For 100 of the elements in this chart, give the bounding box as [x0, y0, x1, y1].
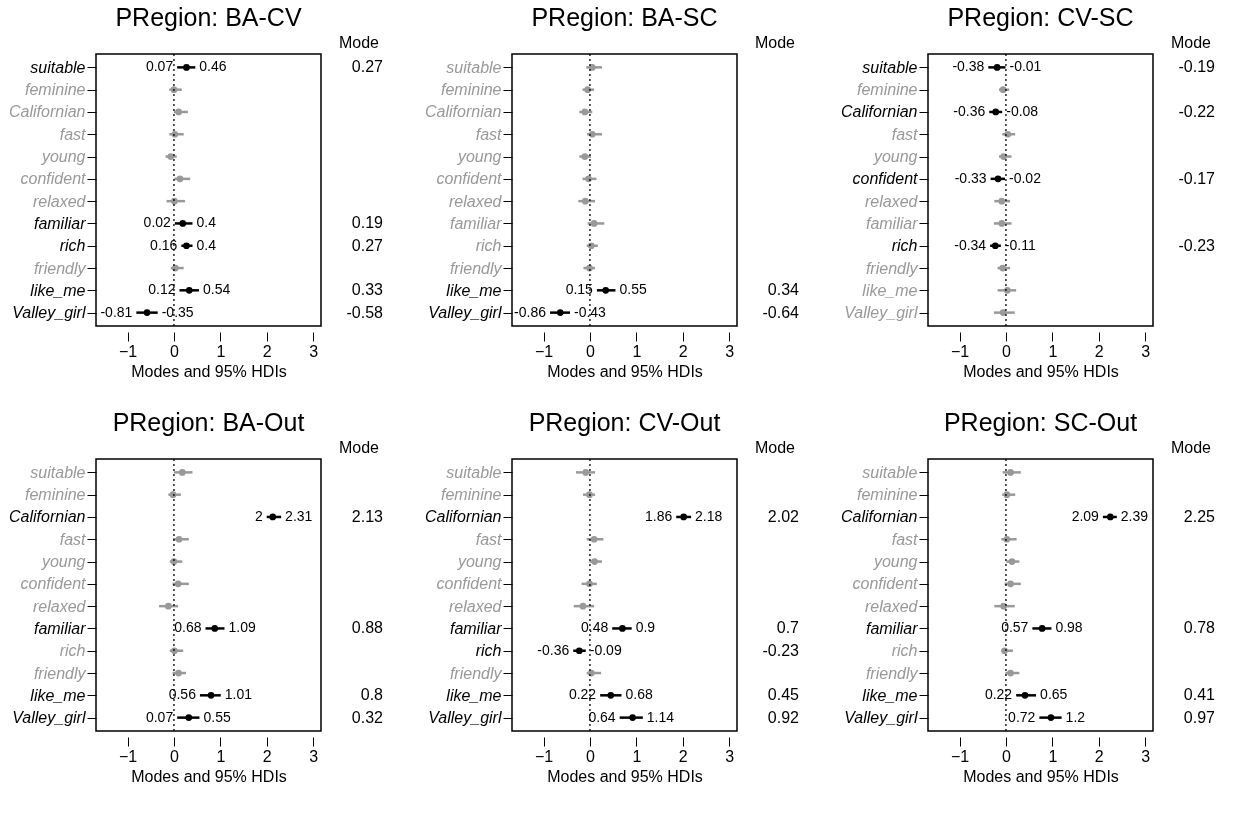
y-tick-label: relaxed	[449, 597, 503, 615]
text: Mode	[754, 34, 796, 51]
y-tick-label: confident	[852, 170, 919, 188]
data-label: 0.88	[351, 619, 384, 637]
point	[582, 469, 590, 476]
data-label: -0.64	[762, 303, 800, 321]
annotation: -0.38	[952, 58, 985, 75]
point	[590, 220, 598, 227]
point	[581, 108, 589, 116]
point	[1007, 469, 1014, 476]
y-tick-label: confident	[852, 575, 919, 593]
x-tick-label: 3	[309, 342, 319, 360]
x-tick-label: 1	[216, 342, 226, 360]
annotation: 0.54	[202, 281, 231, 298]
y-tick-label: familiar	[865, 214, 919, 232]
y-tick-label: suitable	[30, 463, 86, 481]
point	[602, 286, 610, 294]
point	[579, 602, 587, 610]
data-label: 0.92	[767, 708, 800, 726]
y-tick-label: friendly	[865, 259, 919, 277]
y-tick-label: friendly	[33, 664, 87, 682]
y-tick-label: relaxed	[449, 192, 503, 210]
x-axis-title: Modes and 95% HDIs	[963, 362, 1119, 380]
data-label: 2.13	[351, 507, 384, 525]
y-tick-label: Californian	[425, 508, 502, 526]
data-label: 0.19	[351, 214, 384, 232]
text: Mode	[338, 439, 380, 456]
y-tick-label: Valley_girl	[428, 304, 502, 322]
annotation: 0.72	[1008, 708, 1036, 725]
annotation: 2	[254, 507, 263, 524]
y-tick-label: feminine	[441, 81, 502, 99]
y-tick-label: friendly	[449, 259, 503, 277]
chart-title: PRegion: BA-Out	[112, 408, 305, 436]
annotation: 0.65	[1040, 686, 1068, 703]
y-tick-label: suitable	[30, 58, 86, 76]
y-tick-label: suitable	[862, 463, 918, 481]
chart-title: PRegion: CV-SC	[947, 3, 1134, 31]
data-label: 0.33	[351, 281, 384, 299]
point	[178, 469, 186, 476]
point	[591, 558, 598, 565]
data-label: 2.02	[767, 507, 800, 525]
annotation: 1.2	[1065, 708, 1086, 725]
point	[588, 64, 596, 71]
x-tick-label: −1	[950, 747, 970, 765]
y-tick-label: Valley_girl	[428, 709, 502, 727]
y-tick-label: fast	[475, 125, 503, 143]
y-tick-label: suitable	[862, 58, 918, 76]
x-tick-label: 2	[678, 342, 688, 360]
annotation: 0.98	[1055, 619, 1083, 636]
data-label: -0.23	[1178, 236, 1216, 254]
point	[143, 309, 151, 316]
annotation: 2.39	[1120, 507, 1149, 524]
y-tick-label: rich	[475, 237, 502, 255]
point	[165, 602, 172, 610]
y-tick-label: Californian	[9, 103, 86, 121]
annotation: 0.48	[580, 619, 609, 636]
y-tick-label: rich	[59, 642, 86, 660]
y-tick-label: familiar	[33, 619, 87, 637]
annotation: -0.01	[1009, 58, 1042, 75]
point	[1038, 625, 1046, 632]
x-tick-label: −1	[534, 342, 554, 360]
x-tick-label: 2	[678, 747, 688, 765]
y-tick-label: feminine	[857, 486, 918, 504]
x-tick-label: 3	[725, 342, 735, 360]
x-axis-title: Modes and 95% HDIs	[547, 362, 703, 380]
point	[629, 714, 636, 721]
y-tick-label: feminine	[25, 486, 86, 504]
y-tick-label: Californian	[9, 508, 86, 526]
x-tick-label: 1	[632, 342, 642, 360]
point	[1000, 602, 1007, 610]
annotation: 0.07	[145, 58, 174, 75]
x-tick-label: 3	[725, 747, 735, 765]
annotation: 0.02	[143, 214, 172, 231]
annotation: 0.15	[565, 281, 594, 298]
y-tick-label: fast	[891, 530, 919, 548]
annotation: -0.02	[1009, 169, 1042, 186]
y-tick-label: like_me	[862, 686, 918, 704]
point	[999, 264, 1007, 272]
text: Mode	[754, 439, 796, 456]
annotation: -0.86	[514, 303, 547, 320]
annotation: -0.36	[537, 641, 570, 658]
chart-title: PRegion: BA-SC	[531, 3, 718, 31]
annotation: 0.4	[196, 236, 217, 253]
data-label: -0.58	[346, 303, 384, 321]
point	[619, 625, 626, 632]
y-tick-label: feminine	[857, 81, 918, 99]
annotation: 0.22	[568, 686, 597, 703]
y-tick-label: feminine	[25, 81, 86, 99]
point	[211, 625, 219, 632]
annotation: 0.4	[196, 214, 217, 231]
x-tick-label: 1	[632, 747, 642, 765]
y-tick-label: young	[872, 148, 918, 166]
y-tick-label: Californian	[841, 103, 918, 121]
x-tick-label: −1	[950, 342, 970, 360]
data-label: 0.41	[1183, 686, 1216, 704]
y-tick-label: friendly	[865, 664, 919, 682]
x-tick-label: 3	[1141, 342, 1151, 360]
point	[1047, 714, 1055, 721]
annotation: -0.08	[1006, 102, 1039, 119]
chart-title: PRegion: BA-CV	[115, 3, 302, 31]
